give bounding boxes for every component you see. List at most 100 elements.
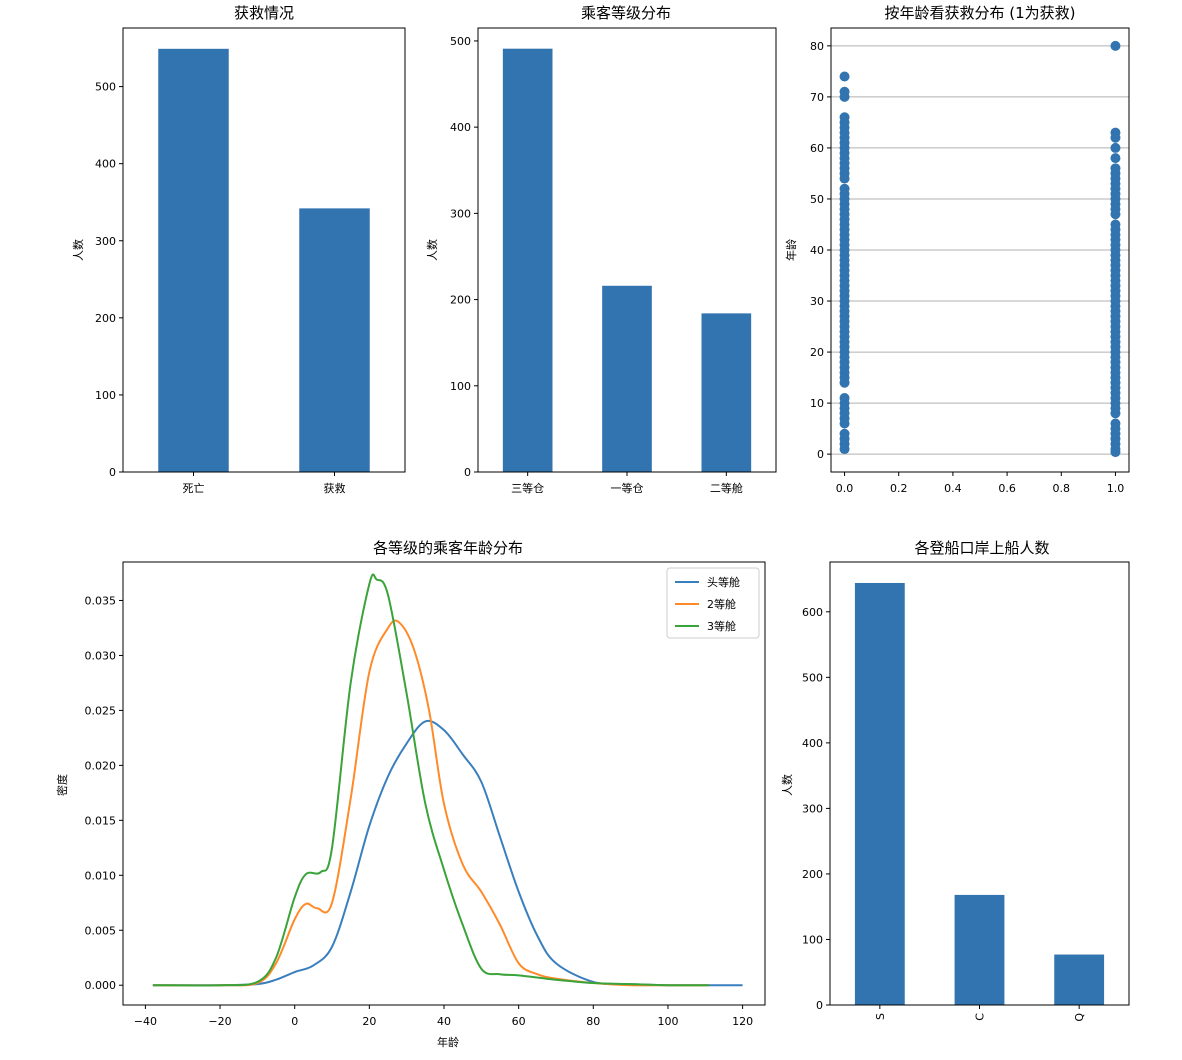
x-tick-label: 0.4 [944,482,962,495]
x-tick-label: 80 [586,1015,600,1028]
age-density-chart: 各等级的乘客年龄分布 0.000 0.005 0.010 0.015 0.020 0.02… [55,539,765,1049]
y-axis-label: 年龄 [784,239,798,261]
scatter-point [840,112,850,122]
x-tick-label: 0 [291,1015,298,1028]
y-tick-label: 400 [95,158,116,171]
x-tick-label: Q [1073,1013,1086,1022]
x-tick-label: 20 [362,1015,376,1028]
bar [602,286,652,472]
x-tick-label: 三等仓 [511,481,544,495]
plot-area: 0 10 20 30 40 50 60 70 80 0.0 0.2 0.4 0.6 0.8 1.0 [810,28,1129,495]
scatter-point [1110,41,1120,51]
scatter-point [840,429,850,439]
legend: 头等舱 2等舱 3等舱 [667,568,759,638]
scatter-point [1110,163,1120,173]
scatter-point [1110,143,1120,153]
y-axis-label: 人数 [426,239,439,261]
x-tick-label: 40 [437,1015,451,1028]
plot-area: 0 100 200 300 400 500 600 S C Q [802,562,1129,1022]
x-axis-label: 年龄 [437,1035,459,1049]
y-tick-label: 0 [816,999,823,1012]
y-tick-label: 0.025 [85,704,117,717]
y-tick-label: 200 [802,868,823,881]
y-tick-label: 20 [810,346,824,359]
y-tick-label: 200 [450,294,471,307]
x-tick-label: 120 [732,1015,753,1028]
x-tick-label: −40 [134,1015,157,1028]
chart-title: 获救情况 [234,4,294,22]
bar [702,313,752,472]
y-tick-label: 0.005 [85,924,117,937]
y-tick-label: 300 [802,802,823,815]
series-line [153,620,709,985]
scatter-point [1110,419,1120,429]
y-tick-label: 0.035 [85,594,117,607]
x-tick-label: 死亡 [183,481,205,495]
chart-title: 按年龄看获救分布 (1为获救) [884,4,1075,22]
y-tick-label: 70 [810,91,824,104]
x-tick-label: −20 [208,1015,231,1028]
series-line [153,721,743,985]
legend-label: 头等舱 [707,575,740,589]
y-tick-label: 400 [450,121,471,134]
bar [503,49,553,472]
legend-label: 2等舱 [707,597,736,611]
x-tick-label: 1.0 [1107,482,1125,495]
x-tick-label: 0.6 [998,482,1016,495]
y-tick-label: 0.010 [85,869,117,882]
plot-area: 0 100 200 300 400 500 死亡 获救 [95,28,405,495]
y-tick-label: 60 [810,142,824,155]
y-tick-label: 0.020 [85,759,117,772]
y-tick-label: 500 [450,35,471,48]
y-tick-label: 300 [450,207,471,220]
y-tick-label: 30 [810,295,824,308]
bar [1054,955,1104,1005]
y-tick-label: 300 [95,235,116,248]
x-tick-label: 获救 [324,481,346,495]
y-tick-label: 100 [802,933,823,946]
scatter-point [840,393,850,403]
y-tick-label: 400 [802,737,823,750]
bar [299,208,370,472]
y-tick-label: 600 [802,606,823,619]
x-tick-label: C [974,1013,987,1021]
survival-bar-chart: 获救情况 0 100 200 300 400 500 死亡 获救 人数 [72,4,405,495]
scatter-point [1110,153,1120,163]
bar [158,49,229,472]
y-tick-label: 100 [95,389,116,402]
x-tick-label: 0.2 [890,482,908,495]
y-tick-label: 0 [817,448,824,461]
y-tick-label: 50 [810,193,824,206]
scatter-point [1110,128,1120,138]
y-axis-label: 密度 [55,774,69,796]
plot-area: 0 100 200 300 400 500 三等仓 一等仓 二等舱 [450,28,776,495]
y-tick-label: 0.015 [85,814,117,827]
embark-bar-chart: 各登船口岸上船人数 0 100 200 300 400 500 600 S C Q 人数 [781,539,1129,1022]
y-tick-label: 0 [109,466,116,479]
scatter-point [1110,219,1120,229]
x-tick-label: 二等舱 [710,481,743,495]
y-tick-label: 100 [450,380,471,393]
y-tick-label: 40 [810,244,824,257]
x-tick-label: 0.0 [836,482,854,495]
legend-label: 3等舱 [707,619,736,633]
bar [855,583,905,1005]
bar [955,895,1005,1005]
scatter-point [840,184,850,194]
y-tick-label: 500 [802,671,823,684]
y-tick-label: 0.000 [85,979,117,992]
x-tick-label: S [874,1013,887,1020]
chart-title: 乘客等级分布 [581,4,671,22]
class-bar-chart: 乘客等级分布 0 100 200 300 400 500 三等仓 一等仓 二等舱 人数 [426,4,776,495]
y-tick-label: 200 [95,312,116,325]
x-tick-label: 一等仓 [611,481,644,495]
y-tick-label: 10 [810,397,824,410]
x-tick-label: 60 [512,1015,526,1028]
plot-area: 0.000 0.005 0.010 0.015 0.020 0.025 0.030 0.035… [85,562,766,1028]
y-axis-label: 人数 [781,774,794,796]
x-tick-label: 100 [657,1015,678,1028]
scatter-point [840,87,850,97]
y-tick-label: 0 [464,466,471,479]
y-tick-label: 0.030 [85,649,117,662]
